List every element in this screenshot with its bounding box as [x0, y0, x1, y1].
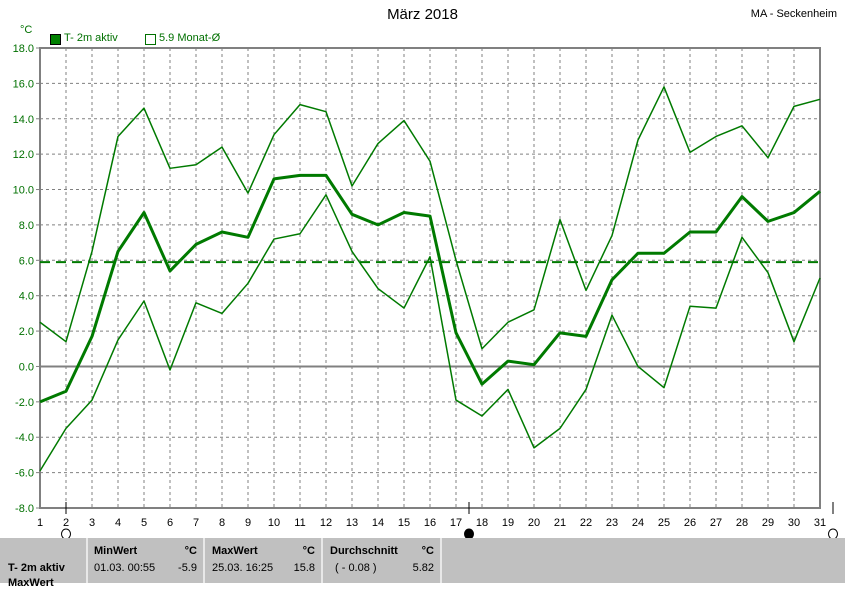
- y-tick-label: 12.0: [13, 149, 34, 161]
- min-unit: °C: [185, 545, 197, 557]
- x-tick-label: 1: [37, 517, 43, 529]
- x-tick-label: 10: [268, 517, 280, 529]
- x-tick-label: 28: [736, 517, 748, 529]
- x-tick-label: 15: [398, 517, 410, 529]
- stats-min-cell: MinWert °C 01.03. 00:55 -5.9: [88, 538, 205, 583]
- avg-deviation: ( - 0.08 ): [335, 562, 377, 574]
- stats-panel: T- 2m aktiv MaxWert MinWert °C 01.03. 00…: [0, 538, 845, 583]
- avg-header: Durchschnitt: [330, 545, 398, 557]
- y-tick-label: -2.0: [15, 397, 34, 409]
- y-tick-label: 4.0: [19, 291, 34, 303]
- x-tick-label: 8: [219, 517, 225, 529]
- x-tick-label: 19: [502, 517, 514, 529]
- x-tick-label: 20: [528, 517, 540, 529]
- x-tick-label: 11: [294, 517, 305, 529]
- x-tick-label: 9: [245, 517, 251, 529]
- y-tick-label: 18.0: [13, 43, 34, 55]
- x-tick-label: 29: [762, 517, 774, 529]
- y-tick-label: -8.0: [15, 503, 34, 515]
- x-tick-label: 31: [814, 517, 826, 529]
- max-value: 15.8: [294, 562, 315, 574]
- y-tick-label: 2.0: [19, 326, 34, 338]
- max-date: 25.03. 16:25: [212, 562, 273, 574]
- x-tick-label: 7: [193, 517, 199, 529]
- x-tick-label: 17: [450, 517, 462, 529]
- min-header: MinWert: [94, 545, 137, 557]
- chart-plot: 18.0 16.0 14.0 12.0 10.0 8.0 6.0 4.0 2.0 0.0 -2.0 -…: [0, 0, 845, 540]
- x-tick-label: 26: [684, 517, 696, 529]
- max-unit: °C: [303, 545, 315, 557]
- x-tick-label: 18: [476, 517, 488, 529]
- avg-unit: °C: [422, 545, 434, 557]
- max-header: MaxWert: [212, 545, 258, 557]
- x-tick-label: 30: [788, 517, 800, 529]
- x-tick-label: 13: [346, 517, 358, 529]
- x-tick-label: 14: [372, 517, 384, 529]
- y-tick-label: 14.0: [13, 114, 34, 126]
- stats-max-cell: MaxWert °C 25.03. 16:25 15.8: [205, 538, 323, 583]
- x-tick-label: 24: [632, 517, 644, 529]
- x-tick-label: 3: [89, 517, 95, 529]
- y-tick-label: 16.0: [13, 78, 34, 90]
- x-tick-label: 2: [63, 517, 69, 529]
- y-tick-label: -4.0: [15, 432, 34, 444]
- x-tick-label: 27: [710, 517, 722, 529]
- stats-avg-cell: Durchschnitt °C ( - 0.08 ) 5.82: [323, 538, 442, 583]
- x-tick-label: 22: [580, 517, 592, 529]
- x-tick-label: 25: [658, 517, 670, 529]
- x-tick-label: 6: [167, 517, 173, 529]
- y-tick-label: -6.0: [15, 468, 34, 480]
- x-tick-label: 12: [320, 517, 332, 529]
- stats-row-label: T- 2m aktiv: [8, 562, 65, 574]
- y-tick-label: 10.0: [13, 185, 34, 197]
- stats-label-cell: T- 2m aktiv MaxWert: [0, 538, 88, 583]
- x-tick-label: 5: [141, 517, 147, 529]
- stats-row-label-2: MaxWert: [8, 577, 54, 589]
- x-tick-label: 16: [424, 517, 436, 529]
- y-tick-label: 0.0: [19, 361, 34, 373]
- x-tick-label: 23: [606, 517, 618, 529]
- min-value: -5.9: [178, 562, 197, 574]
- min-date: 01.03. 00:55: [94, 562, 155, 574]
- x-tick-label: 4: [115, 517, 121, 529]
- x-tick-label: 21: [554, 517, 566, 529]
- y-tick-label: 8.0: [19, 220, 34, 232]
- y-tick-label: 6.0: [19, 255, 34, 267]
- avg-value: 5.82: [413, 562, 434, 574]
